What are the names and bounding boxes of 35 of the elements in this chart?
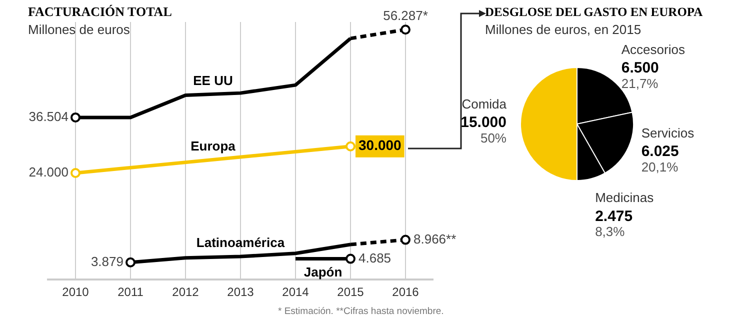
text: * Estimación. **Cifras hasta noviembre. bbox=[278, 306, 444, 317]
data-label: 6.025 bbox=[641, 142, 679, 160]
chart-subtitle: Millones de euros, en 2015 bbox=[485, 22, 642, 37]
data-label: 36.504 bbox=[28, 109, 68, 124]
chart-title: FACTURACIÓN TOTAL bbox=[28, 4, 172, 20]
data-label: 2.475 bbox=[595, 208, 633, 225]
slice-label: Medicinas bbox=[595, 190, 654, 206]
slice-label: Comida bbox=[462, 96, 508, 112]
slice-label: Accesorios bbox=[621, 42, 686, 57]
data-label: 30.000 bbox=[358, 137, 402, 154]
x-tick-label: 2010 bbox=[62, 285, 90, 300]
slice-label: Servicios bbox=[641, 125, 695, 140]
x-tick-label: 2013 bbox=[227, 285, 254, 300]
x-tick-label: 2012 bbox=[172, 285, 200, 300]
data-label: 4.685 bbox=[358, 250, 392, 266]
chart-title: DESGLOSE DEL GASTO EN EUROPA bbox=[485, 5, 703, 20]
data-label: 3.879 bbox=[90, 254, 124, 269]
data-label: 15.000 bbox=[460, 114, 506, 132]
series-label: Japón bbox=[304, 264, 342, 280]
chart-subtitle: Millones de euros bbox=[28, 22, 130, 37]
data-label: 6.500 bbox=[621, 59, 659, 76]
text: 21,7% bbox=[621, 76, 659, 91]
x-tick-label: 2011 bbox=[118, 285, 144, 300]
text: 20,1% bbox=[641, 159, 679, 174]
x-tick-label: 2015 bbox=[337, 285, 364, 300]
series-label: Latinoamérica bbox=[196, 235, 286, 250]
series-label: Europa bbox=[190, 138, 236, 154]
x-tick-label: 2016 bbox=[392, 285, 420, 300]
data-label: 56.287* bbox=[383, 8, 428, 24]
series-label: EE UU bbox=[193, 72, 233, 88]
text: 50% bbox=[480, 130, 507, 146]
data-label: 24.000 bbox=[28, 164, 68, 180]
x-tick-label: 2014 bbox=[282, 285, 310, 300]
text: 8,3% bbox=[595, 224, 626, 240]
data-label: 8.966** bbox=[414, 231, 456, 246]
